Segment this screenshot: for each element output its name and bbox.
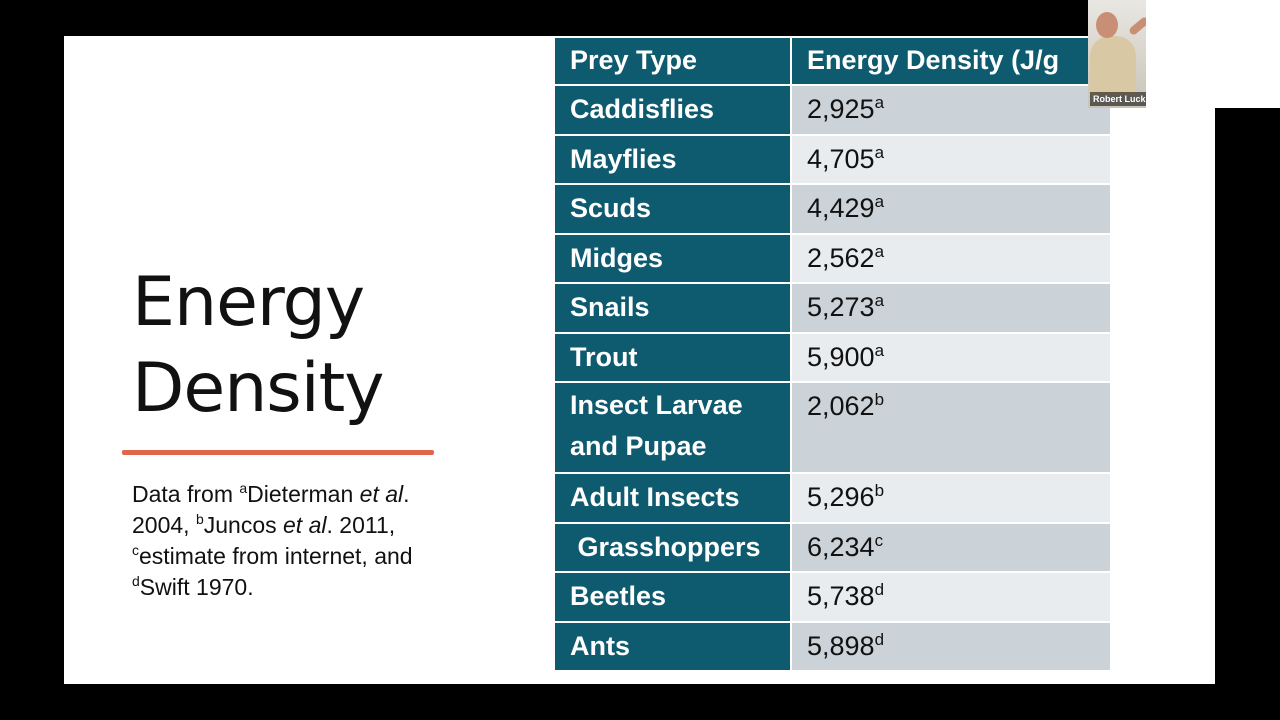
- source-et-al: et al: [359, 481, 404, 507]
- data-source-note: Data from aDieterman et al. 2004, bJunco…: [132, 479, 462, 603]
- prey-cell: Mayflies: [553, 133, 792, 185]
- source-text: Swift 1970.: [139, 574, 254, 600]
- energy-source-sup: b: [874, 481, 885, 500]
- energy-cell: 5,898d: [790, 620, 1112, 672]
- participant-silhouette: [1090, 36, 1136, 96]
- energy-source-sup: a: [874, 93, 885, 112]
- slide-title-line-2: Density: [132, 349, 385, 428]
- energy-source-sup: c: [874, 530, 884, 550]
- source-sup-a: a: [239, 480, 248, 496]
- energy-value: 4,705: [807, 143, 875, 174]
- source-text: . 2011,: [326, 512, 396, 538]
- slide-title-line-1: Energy: [132, 263, 365, 342]
- energy-cell: 6,234c: [790, 521, 1112, 573]
- energy-source-sup: d: [874, 629, 885, 649]
- column-header-energy-density: Energy Density (J/g: [790, 36, 1112, 86]
- energy-cell: 5,900a: [790, 331, 1112, 383]
- energy-cell: 2,062b: [790, 381, 1112, 474]
- table-row: Insect Larvae and Pupae 2,062b: [553, 381, 1112, 474]
- prey-cell: Scuds: [553, 183, 792, 235]
- energy-value: 2,062: [807, 391, 875, 421]
- table-row: Beetles 5,738d: [553, 571, 1112, 623]
- energy-cell: 4,429a: [790, 183, 1112, 235]
- table-row: Mayflies 4,705a: [553, 133, 1112, 185]
- energy-source-sup: a: [874, 340, 885, 360]
- energy-cell: 2,925a: [790, 84, 1112, 136]
- energy-source-sup: b: [874, 390, 885, 409]
- prey-cell: Insect Larvae and Pupae: [553, 381, 792, 474]
- source-text: Data from: [132, 481, 240, 507]
- energy-source-sup: d: [874, 580, 885, 599]
- prey-cell: Adult Insects: [553, 472, 792, 524]
- source-text: estimate from internet, and: [139, 543, 413, 569]
- table-row: Grasshoppers 6,234c: [553, 521, 1112, 573]
- prey-cell: Grasshoppers: [553, 521, 792, 573]
- prey-cell: Midges: [553, 232, 792, 284]
- participant-name-label: Robert Luck: [1090, 92, 1146, 106]
- video-overlay-background: [1146, 0, 1280, 108]
- source-sup-b: b: [195, 511, 204, 527]
- energy-value: 5,898: [807, 630, 875, 661]
- source-text: Dieterman: [247, 481, 360, 507]
- energy-source-sup: a: [874, 142, 885, 162]
- energy-value: 4,429: [807, 193, 875, 223]
- energy-value: 2,925: [807, 94, 875, 124]
- slide-title: Energy Density: [132, 260, 385, 432]
- energy-value: 5,900: [807, 341, 875, 372]
- energy-value: 2,562: [807, 242, 875, 273]
- energy-source-sup: a: [874, 192, 885, 211]
- prey-cell: Ants: [553, 620, 792, 672]
- source-text: . 2004,: [132, 481, 410, 538]
- energy-cell: 5,273a: [790, 282, 1112, 334]
- table-row: Ants 5,898d: [553, 620, 1112, 672]
- table-row: Adult Insects 5,296b: [553, 472, 1112, 524]
- energy-cell: 4,705a: [790, 133, 1112, 185]
- source-text: Juncos: [203, 512, 284, 538]
- table-row: Caddisflies 2,925a: [553, 84, 1112, 136]
- energy-cell: 5,738d: [790, 571, 1112, 623]
- energy-density-table: Prey Type Energy Density (J/g Caddisflie…: [553, 36, 1112, 672]
- accent-divider: [122, 450, 434, 455]
- table-row: Scuds 4,429a: [553, 183, 1112, 235]
- table-row: Snails 5,273a: [553, 282, 1112, 334]
- presentation-slide: Energy Density Data from aDieterman et a…: [64, 36, 1215, 684]
- source-sup-c: c: [132, 542, 139, 558]
- energy-value: 5,273: [807, 292, 875, 322]
- energy-value: 6,234: [807, 531, 875, 562]
- participant-video-tile[interactable]: Robert Luck: [1088, 0, 1146, 108]
- table-row: Midges 2,562a: [553, 232, 1112, 284]
- prey-cell: Trout: [553, 331, 792, 383]
- column-header-prey-type: Prey Type: [553, 36, 792, 86]
- source-et-al: et al: [283, 512, 327, 538]
- participant-head: [1096, 12, 1118, 38]
- energy-cell: 5,296b: [790, 472, 1112, 524]
- prey-cell: Caddisflies: [553, 84, 792, 136]
- energy-source-sup: a: [874, 241, 885, 261]
- energy-value: 5,738: [807, 581, 875, 611]
- table-header-row: Prey Type Energy Density (J/g: [553, 36, 1112, 86]
- energy-cell: 2,562a: [790, 232, 1112, 284]
- table-row: Trout 5,900a: [553, 331, 1112, 383]
- prey-cell: Beetles: [553, 571, 792, 623]
- prey-cell: Snails: [553, 282, 792, 334]
- energy-source-sup: a: [874, 291, 885, 310]
- source-sup-d: d: [132, 573, 140, 589]
- energy-value: 5,296: [807, 482, 875, 512]
